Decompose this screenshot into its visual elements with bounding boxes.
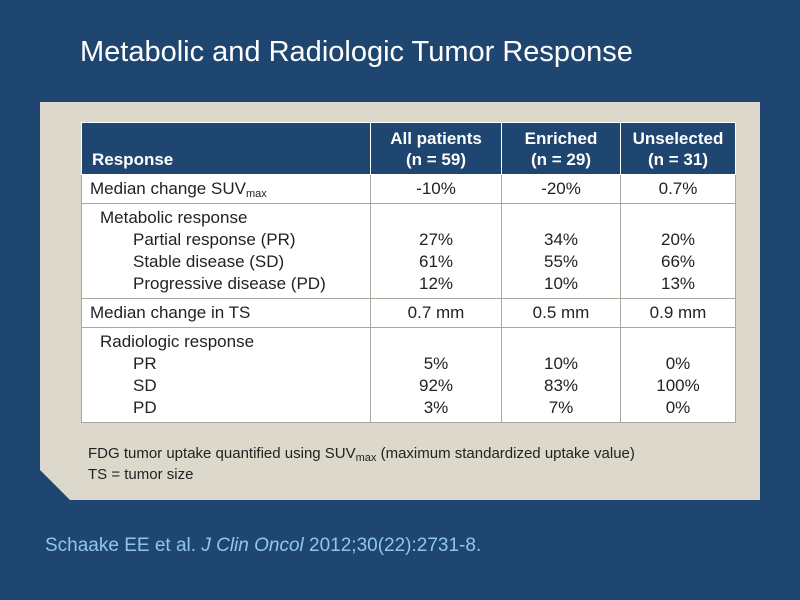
table-row-metabolic: Metabolic response Partial response (PR)… [81, 203, 736, 299]
radiologic-enriched: 10% 83% 7% [501, 327, 621, 423]
radiologic-pd-label: PD [133, 398, 157, 417]
median-ts-unselected: 0.9 mm [620, 298, 736, 328]
table-header-row: Response All patients (n = 59) Enriched (n… [81, 122, 736, 175]
response-table: Response All patients (n = 59) Enriched (n… [81, 122, 736, 423]
radiologic-sd-all: 92% [418, 376, 454, 395]
table-row-radiologic: Radiologic response PR SD PD 5% 92% 3% 1… [81, 327, 736, 423]
median-suv-label: Median change SUVmax [81, 174, 371, 204]
metabolic-pd-all: 12% [418, 274, 454, 293]
metabolic-pd-enriched: 10% [543, 274, 579, 293]
radiologic-pd-all: 3% [423, 398, 449, 417]
slide-title: Metabolic and Radiologic Tumor Response [80, 36, 633, 68]
metabolic-unselected: 20% 66% 13% [620, 203, 736, 299]
metabolic-pr-label: Partial response (PR) [133, 230, 296, 249]
header-enriched: Enriched (n = 29) [501, 122, 621, 175]
metabolic-pr-all: 27% [418, 230, 454, 249]
table-row-median-suv: Median change SUVmax -10% -20% 0.7% [81, 174, 736, 204]
metabolic-sd-enriched: 55% [543, 252, 579, 271]
radiologic-labels: Radiologic response PR SD PD [81, 327, 371, 423]
median-ts-enriched: 0.5 mm [501, 298, 621, 328]
metabolic-pd-unselected: 13% [660, 274, 696, 293]
footnote-line-1: FDG tumor uptake quantified using SUVmax… [88, 445, 635, 464]
metabolic-pd-label: Progressive disease (PD) [133, 274, 326, 293]
metabolic-pr-unselected: 20% [660, 230, 696, 249]
metabolic-heading: Metabolic response [100, 208, 248, 227]
metabolic-all: 27% 61% 12% [370, 203, 502, 299]
metabolic-enriched: 34% 55% 10% [501, 203, 621, 299]
metabolic-sd-label: Stable disease (SD) [133, 252, 285, 271]
radiologic-unselected: 0% 100% 0% [620, 327, 736, 423]
table-row-median-ts: Median change in TS 0.7 mm 0.5 mm 0.9 mm [81, 298, 736, 328]
header-unselected: Unselected (n = 31) [620, 122, 736, 175]
citation: Schaake EE et al. J Clin Oncol 2012;30(2… [45, 535, 482, 556]
radiologic-heading: Radiologic response [100, 332, 255, 351]
radiologic-pd-unselected: 0% [665, 398, 691, 417]
median-suv-unselected: 0.7% [620, 174, 736, 204]
radiologic-sd-label: SD [133, 376, 157, 395]
metabolic-labels: Metabolic response Partial response (PR)… [81, 203, 371, 299]
radiologic-pd-enriched: 7% [548, 398, 574, 417]
radiologic-all: 5% 92% 3% [370, 327, 502, 423]
footnote-line-2: TS = tumor size [88, 466, 194, 483]
radiologic-pr-enriched: 10% [543, 354, 579, 373]
median-suv-all: -10% [370, 174, 502, 204]
radiologic-sd-enriched: 83% [543, 376, 579, 395]
header-all-patients: All patients (n = 59) [370, 122, 502, 175]
median-ts-label: Median change in TS [81, 298, 371, 328]
metabolic-sd-unselected: 66% [660, 252, 696, 271]
metabolic-pr-enriched: 34% [543, 230, 579, 249]
header-response: Response [81, 122, 371, 175]
footnote: FDG tumor uptake quantified using SUVmax… [88, 443, 753, 485]
metabolic-sd-all: 61% [418, 252, 454, 271]
median-suv-enriched: -20% [501, 174, 621, 204]
radiologic-pr-label: PR [133, 354, 157, 373]
radiologic-sd-unselected: 100% [656, 376, 700, 395]
radiologic-pr-unselected: 0% [665, 354, 691, 373]
median-ts-all: 0.7 mm [370, 298, 502, 328]
radiologic-pr-all: 5% [423, 354, 449, 373]
